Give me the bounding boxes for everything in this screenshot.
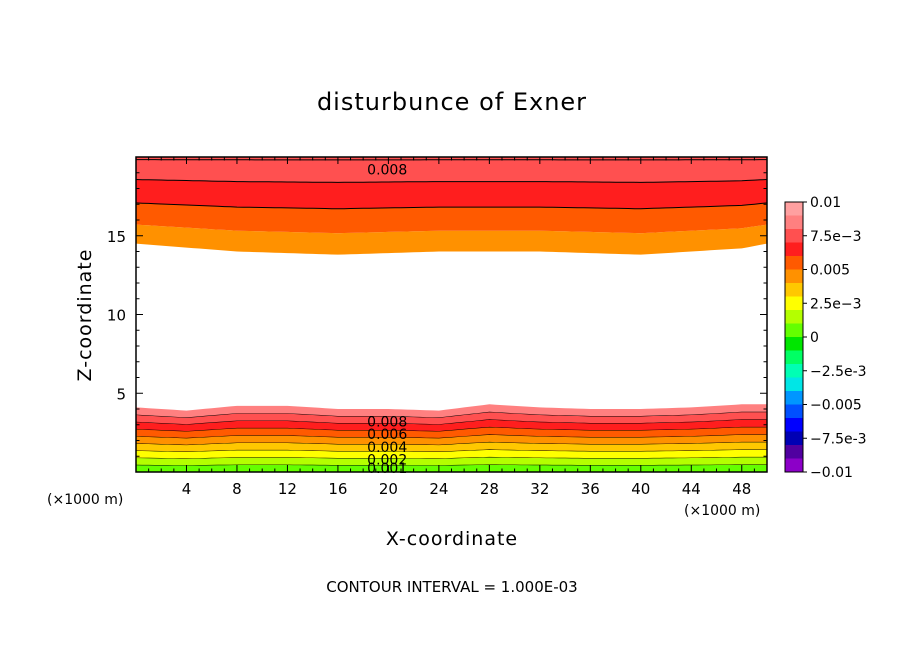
contour-label-1: 0.008 xyxy=(367,415,407,431)
contour-label-4: 0.002 xyxy=(367,452,407,468)
upper-band-3 xyxy=(136,157,767,183)
upper-band-1 xyxy=(136,202,767,234)
colorbar-swatch-1 xyxy=(785,215,803,230)
colorbar-swatch-17 xyxy=(785,431,803,446)
x-tick-label-8: 8 xyxy=(232,480,242,498)
x-unit-label-right: (×1000 m) xyxy=(684,503,761,519)
colorbar-swatch-15 xyxy=(785,404,803,419)
upper-band-2 xyxy=(136,179,767,209)
y-tick-label-15: 15 xyxy=(107,228,126,246)
colorbar-swatch-3 xyxy=(785,242,803,257)
colorbar-swatch-12 xyxy=(785,364,803,378)
colorbar-swatch-18 xyxy=(785,445,803,459)
contour-label-3: 0.004 xyxy=(367,440,407,456)
colorbar-label-3: 2.5e−3 xyxy=(810,296,862,312)
upper-contour-line-1 xyxy=(135,179,768,183)
colorbar-swatch-13 xyxy=(785,377,803,392)
colorbar-label-8: −0.01 xyxy=(810,465,853,481)
lower-band-0.002 xyxy=(136,456,767,466)
x-tick-label-36: 36 xyxy=(581,480,600,498)
colorbar-swatch-0 xyxy=(785,202,803,216)
contour-interval-note: CONTOUR INTERVAL = 1.000E-03 xyxy=(326,578,578,596)
colorbar-swatch-7 xyxy=(785,296,803,311)
colorbar-swatch-9 xyxy=(785,323,803,338)
colorbar-swatch-11 xyxy=(785,350,803,365)
x-tick-label-28: 28 xyxy=(480,480,499,498)
upper-band-0 xyxy=(136,224,767,255)
colorbar-label-0: 0.01 xyxy=(810,195,841,211)
x-tick-label-16: 16 xyxy=(328,480,347,498)
lower-band-0.009 xyxy=(136,404,767,418)
colorbar-swatch-16 xyxy=(785,418,803,432)
y-tick-label-10: 10 xyxy=(107,307,126,325)
colorbar-label-5: −2.5e-3 xyxy=(810,364,867,380)
contour-label-5: 0.001 xyxy=(367,461,407,477)
lower-band-0.008 xyxy=(136,411,767,425)
contour-label-2: 0.006 xyxy=(367,427,407,443)
x-axis-label: X-coordinate xyxy=(385,528,519,550)
x-tick-label-32: 32 xyxy=(530,480,549,498)
x-tick-label-20: 20 xyxy=(379,480,398,498)
colorbar-swatch-5 xyxy=(785,269,803,284)
colorbar-swatch-6 xyxy=(785,283,803,297)
colorbar-swatch-8 xyxy=(785,310,803,324)
lower-band-0.006 xyxy=(136,426,767,438)
x-tick-label-48: 48 xyxy=(732,480,751,498)
lower-band-0.001 xyxy=(136,464,767,472)
colorbar-label-7: −7.5e-3 xyxy=(810,431,867,447)
colorbar-swatch-10 xyxy=(785,337,803,351)
colorbar-label-1: 7.5e−3 xyxy=(810,229,862,245)
colorbar-label-6: −0.005 xyxy=(810,398,862,414)
colorbar-label-2: 0.005 xyxy=(810,263,850,279)
chart-title: disturbunce of Exner xyxy=(316,88,588,116)
x-tick-label-12: 12 xyxy=(278,480,297,498)
colorbar-swatch-14 xyxy=(785,391,803,405)
colorbar-swatch-4 xyxy=(785,256,803,270)
lower-band-0.007 xyxy=(136,419,767,432)
x-tick-label-40: 40 xyxy=(631,480,650,498)
colorbar-swatch-19 xyxy=(785,458,803,473)
x-unit-label-left: (×1000 m) xyxy=(47,492,124,508)
lower-band-0.005 xyxy=(136,434,767,445)
colorbar-swatch-2 xyxy=(785,229,803,243)
y-tick-label-5: 5 xyxy=(116,385,126,403)
x-tick-label-4: 4 xyxy=(182,480,192,498)
x-tick-label-44: 44 xyxy=(682,480,701,498)
x-tick-label-24: 24 xyxy=(429,480,448,498)
lower-band-0.003 xyxy=(136,449,767,459)
upper-contour-line-0 xyxy=(135,202,768,210)
colorbar-label-4: 0 xyxy=(810,330,819,346)
contour-label-0: 0.008 xyxy=(367,163,407,179)
